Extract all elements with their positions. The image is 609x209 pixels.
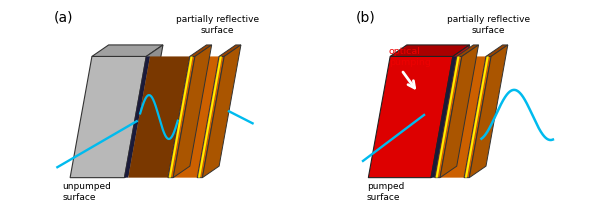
Polygon shape bbox=[435, 56, 460, 178]
Text: pumped
surface: pumped surface bbox=[367, 182, 404, 202]
Polygon shape bbox=[465, 56, 489, 178]
Polygon shape bbox=[464, 56, 491, 178]
Polygon shape bbox=[190, 45, 212, 56]
Polygon shape bbox=[431, 45, 470, 178]
Polygon shape bbox=[486, 45, 508, 56]
Text: optical
pumping: optical pumping bbox=[389, 47, 431, 67]
Polygon shape bbox=[128, 56, 190, 178]
Polygon shape bbox=[124, 56, 150, 178]
Polygon shape bbox=[470, 45, 508, 178]
Polygon shape bbox=[173, 56, 219, 178]
Polygon shape bbox=[168, 56, 195, 178]
Polygon shape bbox=[173, 45, 212, 178]
Polygon shape bbox=[440, 45, 479, 178]
Polygon shape bbox=[390, 45, 470, 56]
Polygon shape bbox=[219, 45, 241, 56]
Text: (b): (b) bbox=[356, 10, 375, 24]
Polygon shape bbox=[435, 56, 462, 178]
Polygon shape bbox=[202, 45, 241, 178]
Polygon shape bbox=[198, 56, 222, 178]
Polygon shape bbox=[431, 56, 457, 178]
Polygon shape bbox=[92, 45, 163, 56]
Text: partially reflective
surface: partially reflective surface bbox=[447, 15, 530, 35]
Polygon shape bbox=[70, 56, 146, 178]
Polygon shape bbox=[368, 56, 453, 178]
Text: unpumped
surface: unpumped surface bbox=[62, 182, 111, 202]
Polygon shape bbox=[197, 56, 224, 178]
Text: partially reflective
surface: partially reflective surface bbox=[175, 15, 259, 35]
Polygon shape bbox=[169, 56, 192, 178]
Polygon shape bbox=[440, 56, 486, 178]
Polygon shape bbox=[124, 45, 163, 178]
Polygon shape bbox=[457, 45, 479, 56]
Text: (a): (a) bbox=[54, 10, 74, 24]
